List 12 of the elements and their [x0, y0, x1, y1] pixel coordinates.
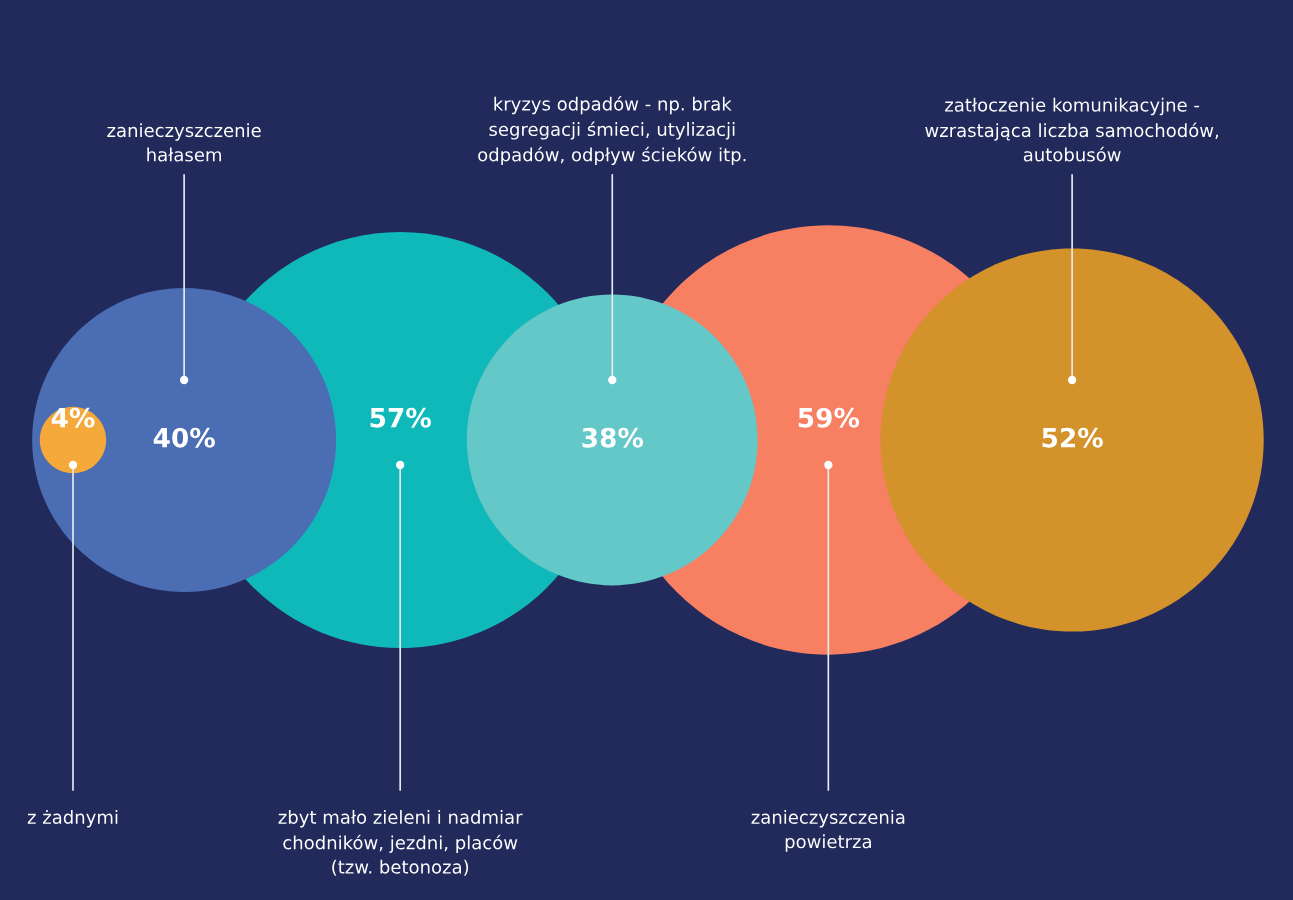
category-label: zanieczyszczenie hałasem [107, 123, 261, 162]
data-label: 52% [1042, 427, 1103, 448]
data-label: 40% [153, 427, 215, 448]
category-label: kryzys odpadów - np. brak segregacji śmieci, utylizacji odpadów, odpływ ścieków itp. [478, 95, 746, 165]
category-label: zbyt mało zieleni i nadmiar chodników, jezdni, placów (tzw. betonoza) [278, 810, 523, 876]
data-label: 4% [51, 407, 95, 428]
category-label: zanieczyszczenia powietrza [751, 810, 905, 852]
data-label: 59% [798, 407, 860, 428]
category-label: z żadnymi [27, 810, 118, 828]
category-label: zatłoczenie komunikacyjne - wzrastająca liczba samochodów, autobusów [925, 97, 1219, 162]
data-label: 57% [370, 407, 431, 428]
data-label: 38% [582, 427, 644, 448]
